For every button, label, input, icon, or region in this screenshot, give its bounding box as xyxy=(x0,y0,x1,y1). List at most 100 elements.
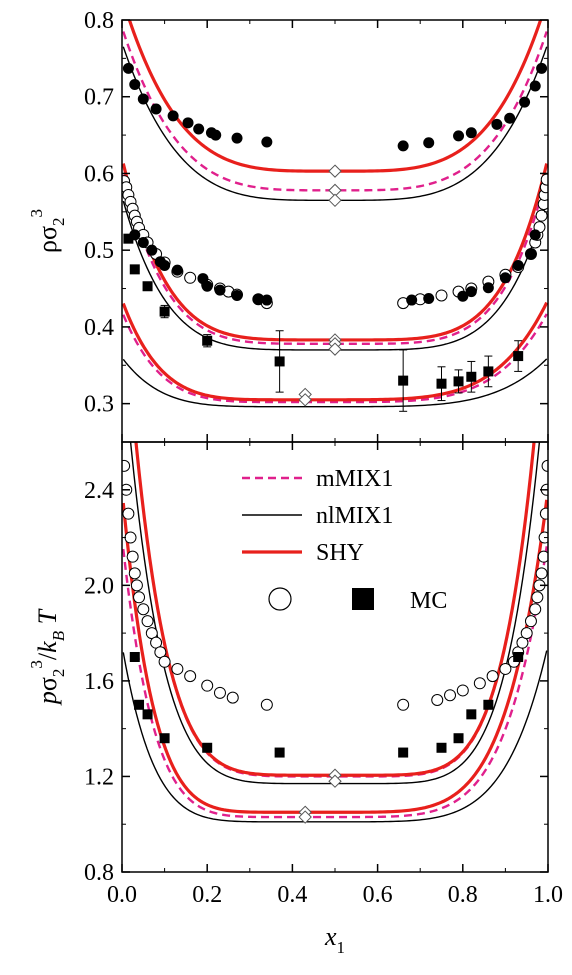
top-mc-square xyxy=(123,233,134,244)
bottom-mc-open-circle xyxy=(444,689,457,702)
top-y-axis-label: ρσ23 xyxy=(27,209,68,253)
bottom-mc-open-circle xyxy=(122,459,131,472)
bottom-shy-curve-1 xyxy=(134,442,536,777)
top-mc-filled-circle xyxy=(261,136,273,148)
bottom-mc-open-circle xyxy=(226,691,239,704)
top-mc-filled-circle xyxy=(453,130,465,142)
top-mc-square xyxy=(436,378,447,389)
top-mc-square xyxy=(398,375,409,386)
top-mc-filled-circle xyxy=(423,293,435,305)
bottom-x-tick-label: 0.4 xyxy=(277,882,307,908)
bottom-mc-square xyxy=(142,709,153,720)
top-y-tick-label: 0.8 xyxy=(84,8,114,34)
top-mc-filled-circle xyxy=(504,112,516,124)
bottom-mc-open-circle xyxy=(158,655,171,668)
top-mc-filled-circle xyxy=(171,264,183,276)
bottom-y-tick-label: 0.8 xyxy=(84,860,114,886)
bottom-nlmix1-curve-2 xyxy=(122,650,548,823)
top-mc-filled-circle xyxy=(491,118,503,130)
top-mc-filled-circle xyxy=(261,294,273,306)
bottom-mc-square xyxy=(466,709,477,720)
top-mc-filled-circle xyxy=(465,286,477,298)
x-axis-label: x1 xyxy=(324,922,345,957)
bottom-mc-open-circle xyxy=(213,686,226,699)
bottom-mc-square xyxy=(129,652,140,662)
bottom-y-tick-label: 2.0 xyxy=(84,573,114,599)
top-mc-filled-circle xyxy=(519,96,531,108)
bottom-mc-square xyxy=(159,733,170,744)
bottom-y-tick-label: 2.4 xyxy=(84,478,114,504)
panel-frames xyxy=(121,19,549,873)
top-mc-filled-circle xyxy=(423,137,435,149)
top-mc-square xyxy=(159,306,170,317)
top-minimum-diamond xyxy=(298,393,312,407)
bottom-mc-open-circle xyxy=(431,694,444,706)
top-mc-open-circle xyxy=(535,209,548,222)
bottom-mc-open-circle xyxy=(456,684,469,697)
bottom-mc-open-circle xyxy=(531,591,544,604)
top-y-tick-label: 0.4 xyxy=(84,315,114,341)
top-mc-filled-circle xyxy=(201,280,213,292)
bottom-mc-open-circle xyxy=(122,507,135,520)
bottom-mc-open-circle xyxy=(473,677,486,690)
top-mc-filled-circle xyxy=(252,293,264,305)
bottom-shy-curve-2 xyxy=(122,499,548,814)
bottom-mc-open-circle xyxy=(520,627,533,640)
top-mc-filled-circle xyxy=(210,129,222,141)
top-mc-filled-circle xyxy=(150,103,162,115)
legend-shy-label: SHY xyxy=(316,540,364,566)
legend-mc-square xyxy=(352,588,374,610)
bottom-mc-open-circle xyxy=(260,698,273,711)
top-mc-filled-circle xyxy=(512,260,524,272)
bottom-mc-square xyxy=(134,699,145,710)
bottom-mc-open-circle xyxy=(201,679,214,692)
top-minimum-diamond xyxy=(328,193,342,208)
bottom-x-tick-label: 0.2 xyxy=(192,882,222,908)
top-mc-filled-circle xyxy=(231,289,243,301)
top-mc-filled-circle xyxy=(457,290,469,302)
bottom-mmix1-curve-1 xyxy=(134,442,536,778)
bottom-mc-open-circle xyxy=(486,670,499,683)
top-mc-open-circle xyxy=(184,271,197,284)
legend: mMIX1 nlMIX1 SHY MC xyxy=(242,466,447,614)
legend-mc-label: MC xyxy=(410,588,447,614)
bottom-mc-square xyxy=(453,733,464,744)
legend-mmix1-label: mMIX1 xyxy=(316,466,393,492)
top-mc-filled-circle xyxy=(406,294,418,306)
bottom-mc-open-circle xyxy=(133,591,146,604)
top-mc-square xyxy=(483,366,494,377)
bottom-mc-open-circle xyxy=(529,603,542,616)
bottom-mc-square xyxy=(398,747,409,758)
top-mc-filled-circle xyxy=(397,140,409,152)
top-panel: 0.3 0.4 0.5 0.6 0.7 0.8 xyxy=(84,8,549,442)
top-mc-square xyxy=(453,376,464,387)
bottom-y-axis-label: pσ23/kB T xyxy=(27,608,68,706)
top-mc-filled-circle xyxy=(525,248,537,260)
top-mc-filled-circle xyxy=(536,62,548,74)
bottom-mc-open-circle xyxy=(126,550,139,563)
bottom-mc-open-circle xyxy=(535,567,548,580)
bottom-x-tick-label: 0.0 xyxy=(107,882,137,908)
bottom-minimum-diamond xyxy=(298,810,312,824)
top-mc-filled-circle xyxy=(529,80,541,92)
top-mmix1-curve-1 xyxy=(122,31,548,192)
bottom-mc-open-circle xyxy=(539,507,548,520)
bottom-mc-open-circle xyxy=(124,531,137,544)
bottom-mc-square xyxy=(202,742,213,753)
bottom-y-tick-label: 1.2 xyxy=(84,764,114,790)
top-nlmix1-curve-3 xyxy=(122,358,548,408)
top-mc-filled-circle xyxy=(182,117,194,129)
top-mc-filled-circle xyxy=(167,110,179,122)
top-shy-curve-3 xyxy=(122,301,548,402)
top-mc-filled-circle xyxy=(159,260,171,272)
top-mc-filled-circle xyxy=(465,127,477,139)
top-mmix1-curve-3 xyxy=(122,313,548,404)
bottom-mc-square xyxy=(274,747,285,758)
top-y-tick-label: 0.7 xyxy=(84,85,114,111)
top-mc-filled-circle xyxy=(122,62,134,74)
bottom-panel-frame xyxy=(121,441,549,873)
top-mc-filled-circle xyxy=(137,237,149,249)
top-mc-square xyxy=(142,281,153,292)
legend-nlmix1-label: nlMIX1 xyxy=(316,503,393,529)
